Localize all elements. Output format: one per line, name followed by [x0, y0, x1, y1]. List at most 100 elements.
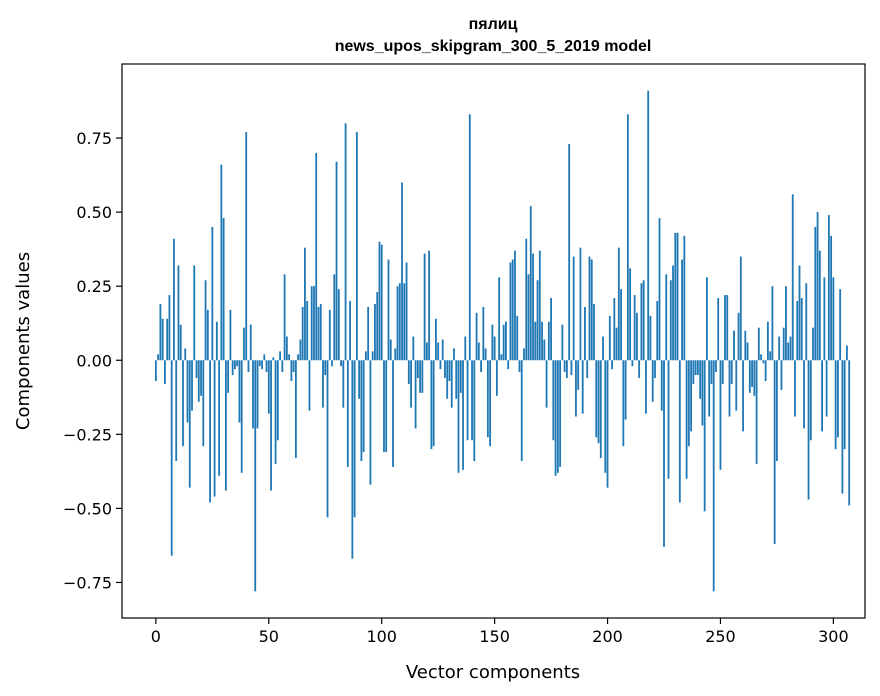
bar: [468, 114, 471, 361]
bar: [744, 330, 747, 361]
bar: [387, 259, 390, 361]
bar: [464, 336, 467, 361]
bar: [629, 268, 632, 361]
bar: [505, 321, 507, 361]
bar: [439, 360, 442, 370]
bar: [509, 262, 512, 361]
bar: [270, 360, 272, 491]
x-tick-label: 200: [592, 627, 623, 646]
bar: [471, 360, 473, 441]
x-tick-label: 150: [479, 627, 510, 646]
bar: [186, 360, 189, 423]
bar: [724, 295, 726, 361]
bar: [699, 360, 702, 399]
bar: [561, 324, 564, 361]
bar: [676, 232, 679, 361]
bar: [760, 354, 763, 361]
bar: [654, 360, 656, 379]
bar: [380, 244, 383, 361]
bar: [837, 360, 839, 438]
bar: [333, 274, 336, 361]
bar: [755, 360, 758, 464]
y-tick-label: 0.00: [76, 351, 112, 370]
bar: [234, 360, 236, 370]
bar: [798, 265, 801, 361]
bar: [218, 360, 221, 476]
y-tick-label: 0.75: [76, 129, 112, 148]
bar: [466, 360, 469, 441]
bar: [651, 360, 654, 402]
bar: [441, 339, 444, 361]
bar: [597, 360, 600, 444]
bar: [435, 318, 437, 361]
bar: [206, 309, 209, 361]
bar: [182, 360, 184, 447]
bar: [389, 339, 392, 361]
bar: [423, 253, 426, 361]
bar: [337, 289, 340, 361]
bar: [532, 253, 534, 361]
bar: [794, 360, 796, 417]
bar: [534, 321, 537, 361]
y-tick-label: −0.75: [63, 573, 112, 592]
y-axis-label: Components values: [13, 252, 34, 430]
y-tick-label: 0.25: [76, 277, 112, 296]
bar: [735, 360, 738, 411]
bar: [276, 360, 279, 441]
bar: [161, 318, 164, 361]
bar: [514, 250, 516, 361]
bar: [383, 360, 385, 453]
bar: [306, 301, 309, 361]
bar: [789, 336, 792, 361]
bar: [733, 330, 735, 361]
bar: [757, 327, 760, 361]
bar: [516, 315, 519, 361]
chart-subtitle: news_upos_skipgram_300_5_2019 model: [335, 38, 652, 55]
bar: [834, 360, 837, 450]
bar: [511, 259, 514, 361]
bar: [672, 265, 674, 361]
bar: [294, 360, 297, 459]
bar: [258, 360, 261, 367]
bar: [446, 360, 449, 399]
bar: [608, 315, 611, 361]
bar: [209, 360, 211, 503]
bar: [376, 292, 379, 361]
bar: [830, 235, 833, 361]
x-axis-label: Vector components: [406, 662, 580, 683]
bar: [647, 90, 650, 361]
bar: [175, 360, 178, 461]
bar: [780, 360, 783, 390]
bar: [324, 360, 327, 376]
bar: [692, 360, 695, 384]
bar: [267, 360, 270, 414]
bar: [493, 336, 496, 361]
bar: [821, 360, 823, 432]
x-tick-label: 300: [818, 627, 849, 646]
bar: [590, 259, 593, 361]
bar: [299, 339, 302, 361]
bar: [319, 303, 322, 361]
bar: [577, 360, 580, 390]
bar: [425, 342, 428, 361]
bar: [593, 303, 595, 361]
bar: [832, 277, 835, 361]
bar: [658, 218, 661, 361]
bar: [579, 247, 582, 361]
bar: [301, 306, 304, 361]
bar: [816, 212, 819, 361]
bar: [256, 360, 259, 429]
bar: [428, 250, 431, 361]
bar: [769, 351, 772, 361]
bar: [559, 360, 562, 467]
bar: [739, 256, 742, 361]
bar: [365, 351, 367, 361]
bar: [669, 280, 672, 361]
bar: [173, 238, 175, 361]
bar: [701, 360, 704, 426]
bar: [690, 360, 693, 432]
x-tick-label: 0: [151, 627, 161, 646]
bar: [322, 360, 324, 408]
plot-frame: [121, 63, 866, 619]
bar: [360, 360, 363, 461]
